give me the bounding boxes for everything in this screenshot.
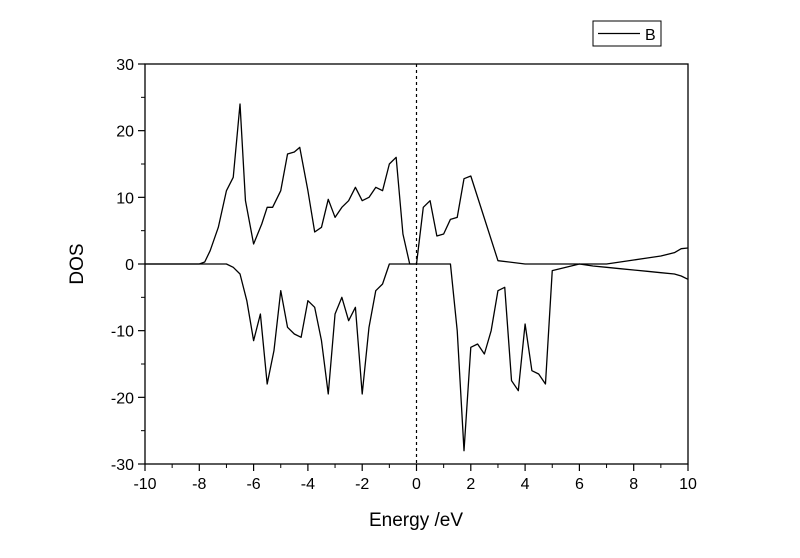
y-tick-label: -10 — [111, 324, 134, 341]
x-tick-label: -10 — [133, 476, 156, 493]
x-axis-label: Energy /eV — [369, 510, 463, 531]
x-tick-label: 10 — [679, 476, 697, 493]
x-tick-label: 0 — [412, 476, 421, 493]
x-axis-ticks — [144, 464, 689, 471]
x-tick-label: -8 — [192, 476, 206, 493]
y-axis-label: DOS — [67, 243, 88, 284]
y-axis-ticks — [138, 63, 145, 465]
x-tick-label: 2 — [466, 476, 475, 493]
x-tick-label: -2 — [355, 476, 369, 493]
x-tick-label: 6 — [575, 476, 584, 493]
x-tick-label: -6 — [246, 476, 260, 493]
x-tick-label: 4 — [521, 476, 530, 493]
x-tick-labels: -10 -8 -6 -4 -2 0 2 4 6 8 10 — [133, 476, 697, 493]
y-tick-label: 20 — [116, 124, 134, 141]
series-spin-down-line — [145, 263, 689, 452]
y-tick-label: -20 — [111, 390, 134, 407]
legend: B — [592, 20, 662, 47]
y-tick-label: -30 — [111, 457, 134, 474]
y-tick-label: 30 — [116, 57, 134, 74]
legend-label: B — [645, 27, 656, 44]
y-tick-label: 0 — [125, 257, 134, 274]
y-tick-label: 10 — [116, 190, 134, 207]
x-tick-label: -4 — [301, 476, 315, 493]
series-layer — [145, 103, 689, 452]
y-tick-labels: -30 -20 -10 0 10 20 30 — [111, 57, 134, 474]
x-tick-label: 8 — [629, 476, 638, 493]
